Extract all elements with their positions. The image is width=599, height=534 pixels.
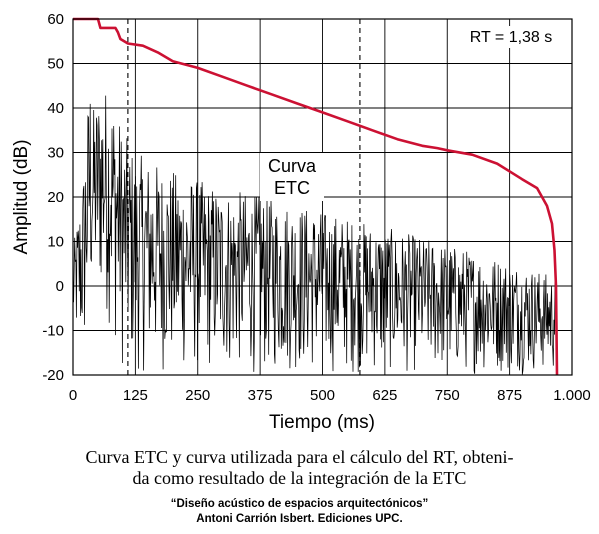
curva-etc-label-line2: ETC	[274, 178, 310, 198]
y-tick-label: 50	[47, 56, 64, 73]
figure-caption: Curva ETC y curva utilizada para el cálc…	[0, 447, 599, 489]
y-axis-title: Amplitud (dB)	[11, 139, 32, 254]
curva-etc-label-line1: Curva	[268, 156, 317, 176]
x-tick-label: 500	[310, 387, 335, 404]
rt-integration-curve	[73, 17, 559, 376]
y-tick-labels: 60 50 40 30 20 10 0 -10 -20	[42, 11, 64, 384]
x-tick-label: 1.000	[553, 387, 591, 404]
etc-curve	[72, 95, 558, 375]
y-tick-label: 20	[47, 189, 64, 206]
etc-curve-layer	[72, 95, 558, 375]
x-tick-label: 125	[123, 387, 148, 404]
rt-label: RT = 1,38 s	[470, 29, 553, 46]
x-tick-label: 750	[435, 387, 460, 404]
y-tick-label: -20	[42, 367, 64, 384]
credit-line-2: Antoni Carrión Isbert. Ediciones UPC.	[196, 513, 403, 525]
x-tick-label: 250	[185, 387, 210, 404]
x-tick-labels: 0 125 250 375 500 625 750 875 1.000	[69, 387, 591, 404]
x-tick-label: 625	[372, 387, 397, 404]
y-tick-label: -10	[42, 323, 64, 340]
plot-frame	[72, 18, 573, 376]
source-credit: “Diseño acústico de espacios arquitectón…	[0, 497, 599, 527]
x-axis-title: Tiempo (ms)	[269, 412, 375, 433]
rt-label-bg	[458, 26, 566, 48]
y-tick-label: 30	[47, 145, 64, 162]
y-tick-label: 60	[47, 11, 64, 28]
curva-etc-label-bg	[260, 153, 324, 201]
y-tick-label: 40	[47, 100, 64, 117]
etc-chart: 60 50 40 30 20 10 0 -10 -20 0 125 250 375 500 625 750 8…	[11, 11, 591, 433]
y-tick-label: 0	[56, 278, 64, 295]
caption-line-2: da como resultado de la integración de l…	[132, 468, 467, 488]
credit-line-1: “Diseño acústico de espacios arquitectón…	[170, 498, 429, 510]
rt-curve-layer	[73, 17, 559, 376]
x-tick-label: 875	[497, 387, 522, 404]
caption-line-1: Curva ETC y curva utilizada para el cálc…	[85, 447, 514, 467]
x-tick-label: 375	[248, 387, 273, 404]
y-tick-label: 10	[47, 234, 64, 251]
x-tick-label: 0	[69, 387, 77, 404]
